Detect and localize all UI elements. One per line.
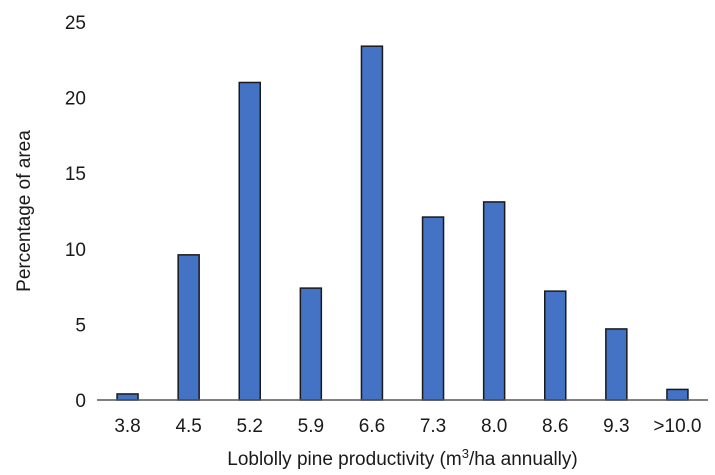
y-tick-label: 10 xyxy=(65,240,86,261)
x-tick-label: 3.8 xyxy=(114,416,140,437)
bar xyxy=(177,254,200,401)
x-axis-title: Loblolly pine productivity (m3/ha annual… xyxy=(227,446,577,470)
x-tick-label: >10.0 xyxy=(653,416,701,437)
bar xyxy=(544,290,567,401)
bar-series xyxy=(116,45,689,401)
y-axis-title: Percentage of area xyxy=(14,130,35,292)
x-tick-label: 5.2 xyxy=(237,416,263,437)
y-tick-label: 0 xyxy=(75,391,86,412)
x-axis-tick-labels: 3.8 4.5 5.2 5.9 6.6 7.3 8.0 8.6 9.3 >10.0 xyxy=(114,416,701,437)
x-tick-label: 8.0 xyxy=(481,416,507,437)
bar xyxy=(360,45,384,401)
x-axis-title-before: Loblolly pine productivity (m xyxy=(227,449,461,470)
bar xyxy=(421,216,445,401)
bar xyxy=(238,81,261,401)
x-tick-label: 5.9 xyxy=(298,416,324,437)
bar xyxy=(605,328,628,401)
x-tick-label: 6.6 xyxy=(359,416,385,437)
y-tick-label: 15 xyxy=(65,164,86,185)
x-tick-label: 4.5 xyxy=(175,416,201,437)
x-tick-label: 7.3 xyxy=(420,416,446,437)
bar xyxy=(482,201,506,401)
x-tick-label: 9.3 xyxy=(603,416,629,437)
x-axis-title-after: /ha annually) xyxy=(469,449,578,470)
y-tick-label: 5 xyxy=(75,315,86,336)
y-tick-label: 25 xyxy=(65,13,86,34)
y-tick-label: 20 xyxy=(65,89,86,110)
bar xyxy=(116,393,139,401)
bar xyxy=(299,287,323,401)
y-axis-tick-labels: 0 5 10 15 20 25 xyxy=(65,13,86,412)
x-tick-label: 8.6 xyxy=(542,416,568,437)
x-axis-title-superscript: 3 xyxy=(462,446,469,461)
bar xyxy=(666,388,689,401)
